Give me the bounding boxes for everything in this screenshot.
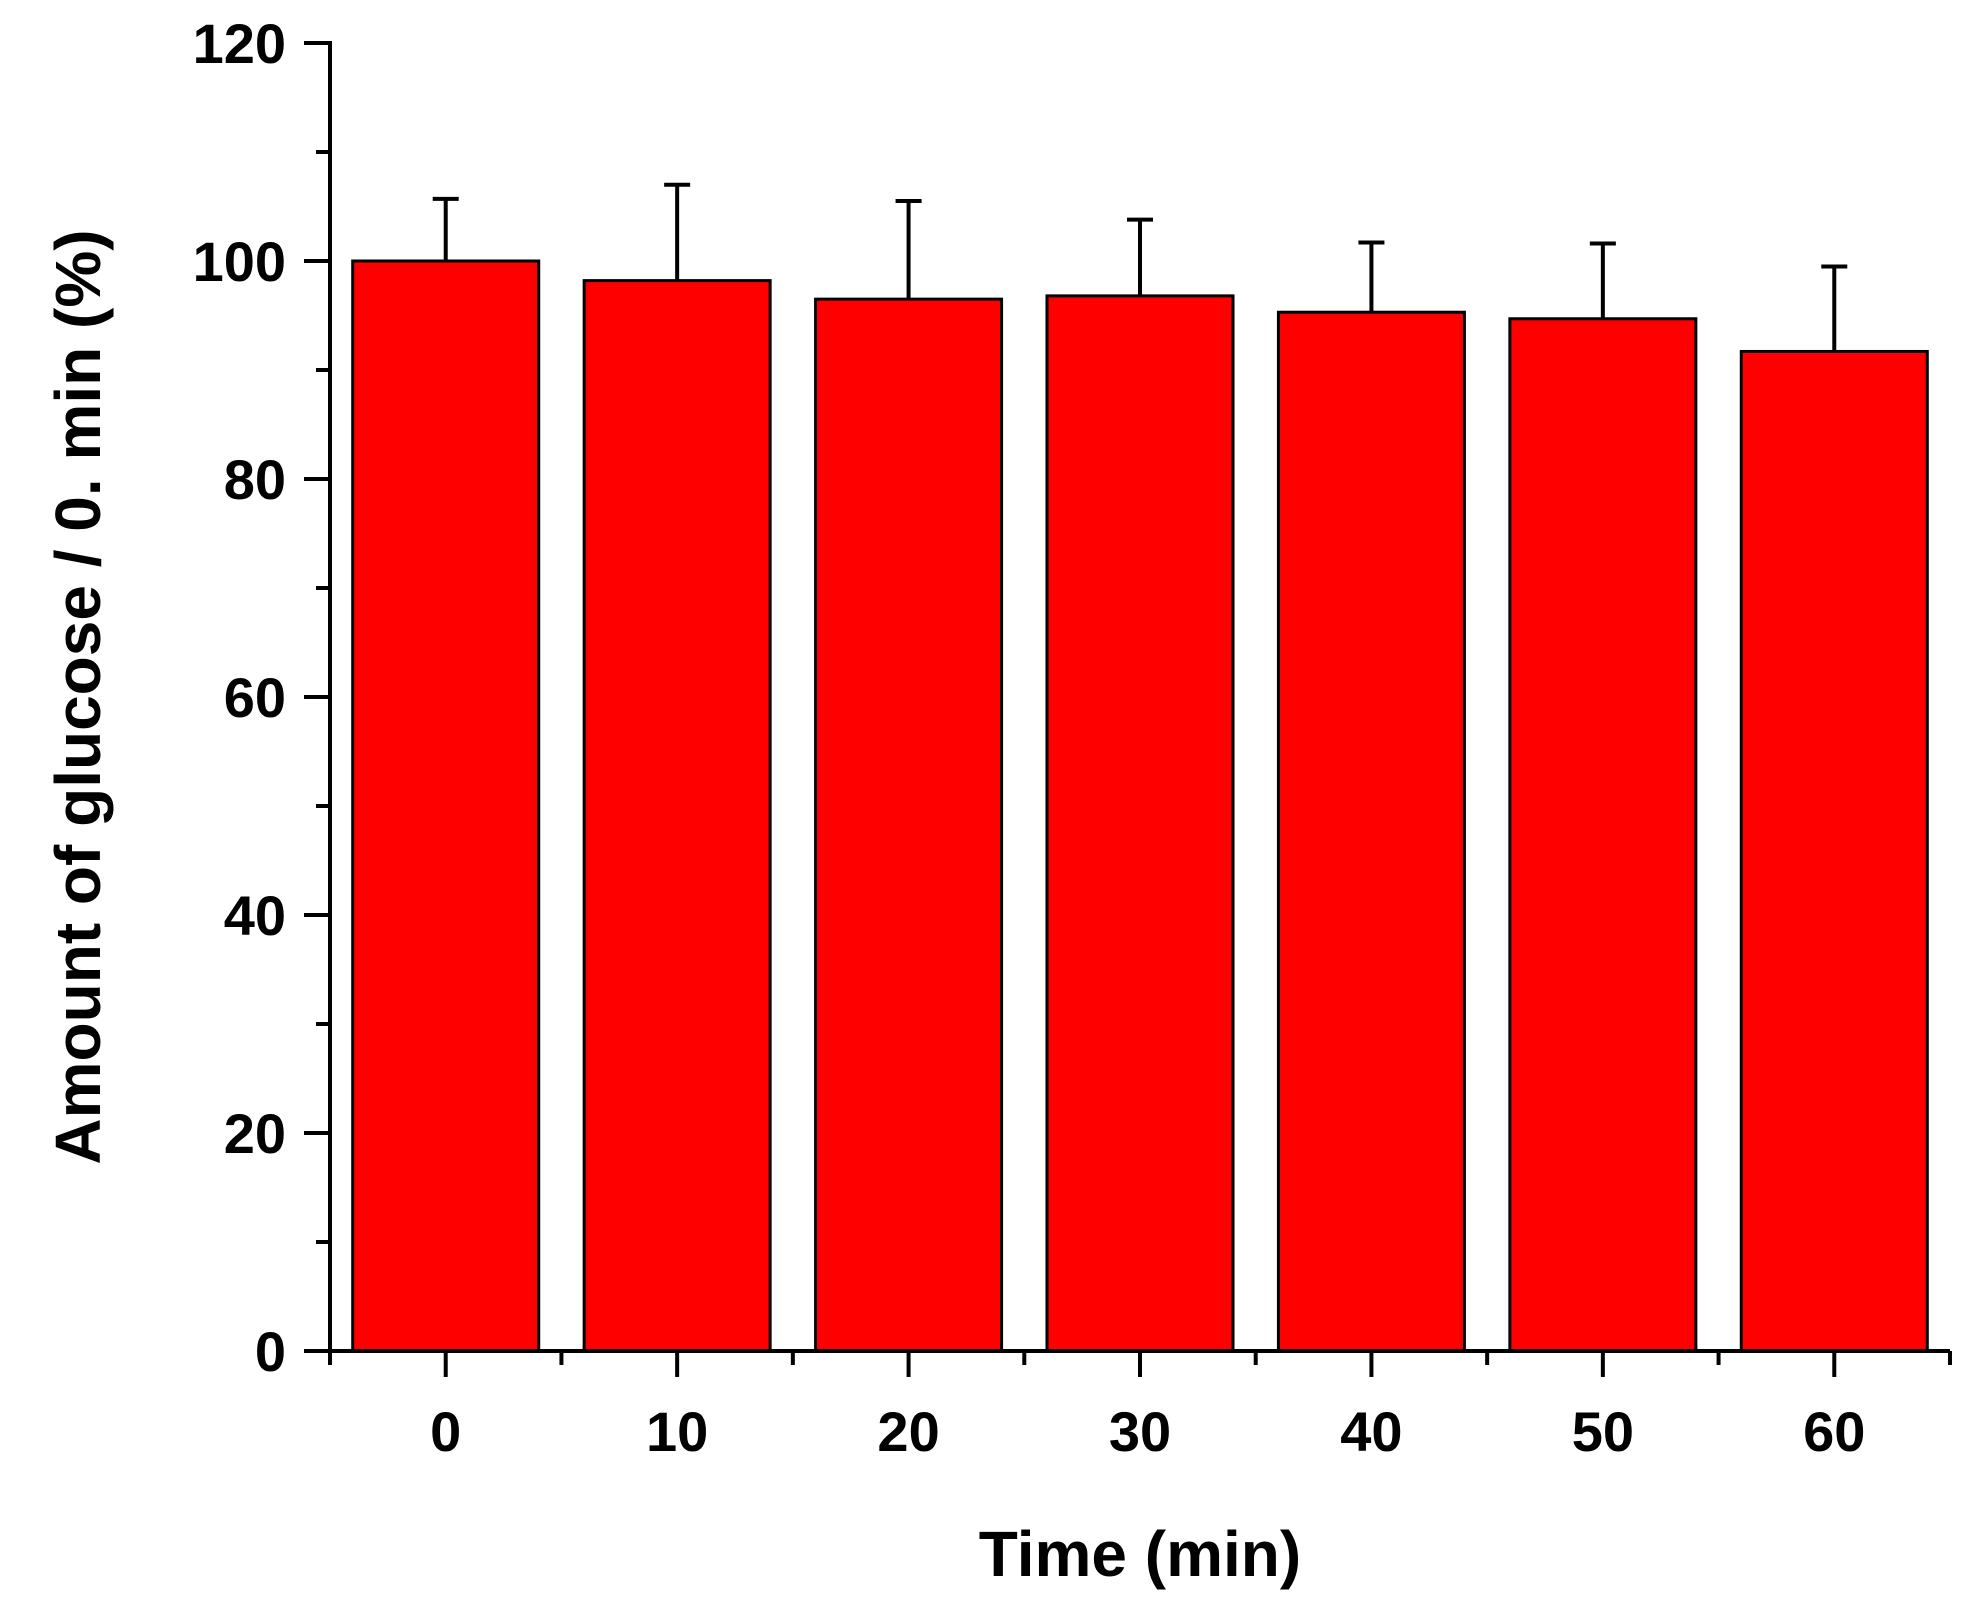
error-bar-10 <box>664 182 691 281</box>
error-bar-30 <box>1127 217 1153 296</box>
bar-30 <box>1045 294 1235 1353</box>
bar-10 <box>582 279 772 1353</box>
x-tick-label: 20 <box>877 1400 939 1463</box>
y-tick-label: 0 <box>255 1320 286 1383</box>
error-bar-50 <box>1589 241 1616 319</box>
x-axis: 0 10 20 30 40 50 60 <box>328 1349 1952 1463</box>
x-tick-label: 30 <box>1109 1400 1171 1463</box>
y-tick-label: 120 <box>193 12 286 75</box>
error-bar-20 <box>895 199 922 300</box>
x-tick-label: 10 <box>646 1400 708 1463</box>
y-axis: 0 20 40 60 80 100 120 <box>193 12 332 1383</box>
error-bar-40 <box>1358 240 1385 313</box>
y-tick-label: 60 <box>224 666 286 729</box>
y-axis-title: Amount of glucose / 0. min (%) <box>42 229 114 1164</box>
y-tick-label: 100 <box>193 230 286 293</box>
bar-50 <box>1508 317 1698 1353</box>
bar-20 <box>814 297 1004 1353</box>
bar-60 <box>1739 349 1929 1353</box>
x-tick-label: 40 <box>1340 1400 1402 1463</box>
error-bar-60 <box>1821 264 1848 352</box>
plot-area <box>351 182 1929 1353</box>
error-bar-0 <box>432 196 459 261</box>
x-tick-label: 0 <box>430 1400 461 1463</box>
x-tick-label: 50 <box>1572 1400 1634 1463</box>
bar-0 <box>351 259 541 1353</box>
y-tick-label: 40 <box>224 884 286 947</box>
x-tick-label: 60 <box>1803 1400 1865 1463</box>
bar-40 <box>1276 310 1466 1353</box>
y-tick-label: 80 <box>224 448 286 511</box>
x-axis-title: Time (min) <box>979 1518 1301 1590</box>
y-tick-label: 20 <box>224 1102 286 1165</box>
